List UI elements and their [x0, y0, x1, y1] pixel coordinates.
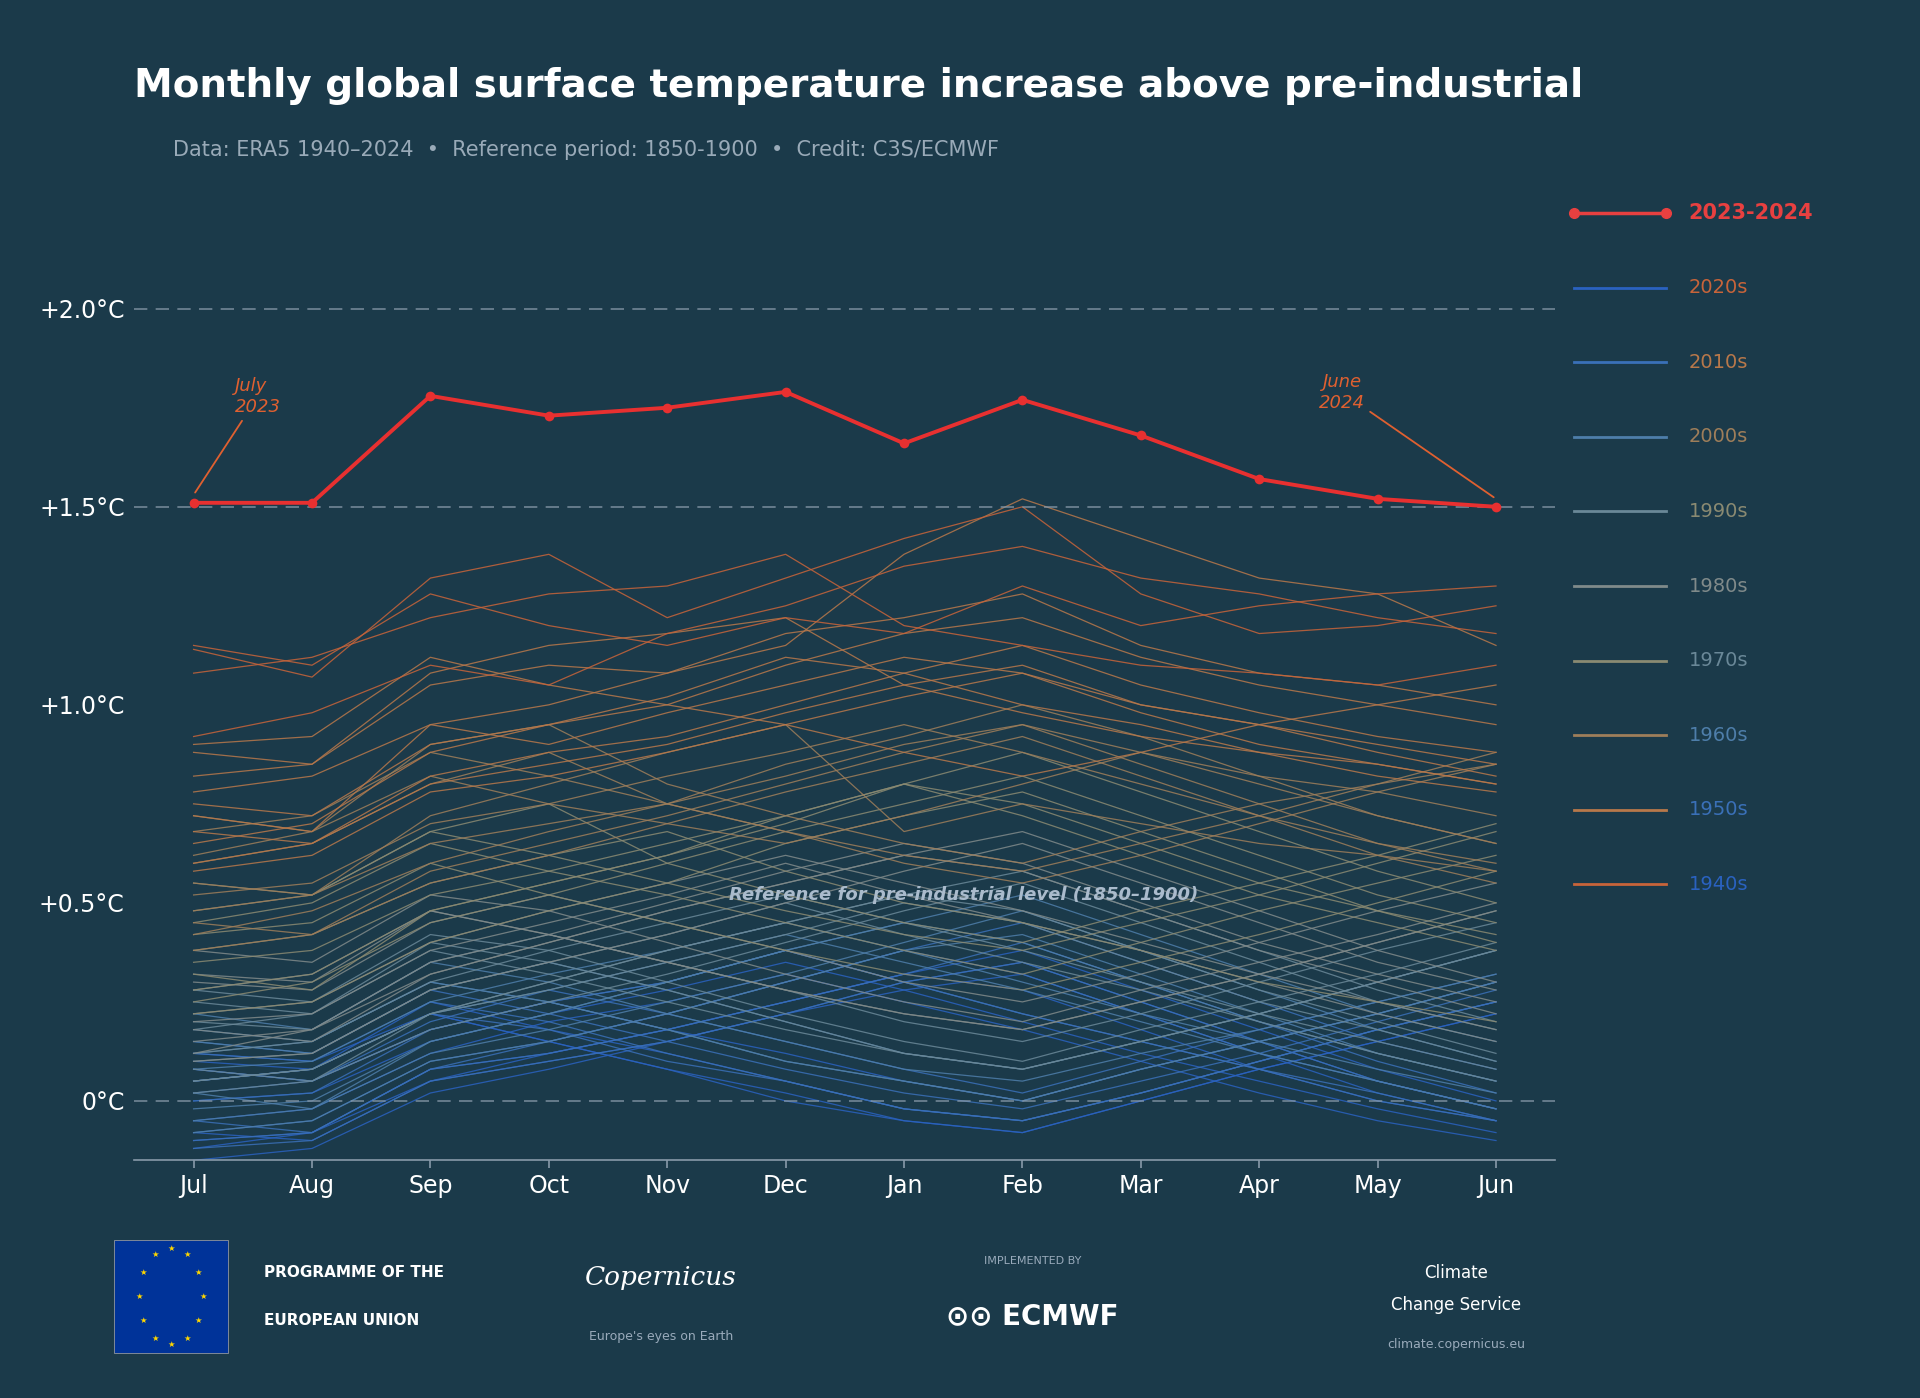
Text: ★: ★ — [167, 1341, 175, 1349]
Text: PROGRAMME OF THE: PROGRAMME OF THE — [263, 1265, 444, 1281]
Text: 2010s: 2010s — [1690, 352, 1747, 372]
Text: Change Service: Change Service — [1392, 1296, 1521, 1314]
Text: 1960s: 1960s — [1690, 726, 1747, 745]
Text: ★: ★ — [194, 1317, 202, 1325]
Text: 2020s: 2020s — [1690, 278, 1747, 298]
Text: ★: ★ — [182, 1334, 190, 1343]
Text: IMPLEMENTED BY: IMPLEMENTED BY — [983, 1257, 1081, 1267]
Text: 1950s: 1950s — [1690, 800, 1749, 819]
Text: 1940s: 1940s — [1690, 875, 1747, 893]
Text: July
2023: July 2023 — [196, 377, 280, 492]
Text: Monthly global surface temperature increase above pre-industrial: Monthly global surface temperature incre… — [134, 67, 1584, 105]
Text: 2000s: 2000s — [1690, 428, 1747, 446]
Text: 2023-2024: 2023-2024 — [1690, 203, 1812, 224]
Text: ★: ★ — [152, 1334, 159, 1343]
Text: 1970s: 1970s — [1690, 651, 1747, 670]
Text: ⊙⊙ ECMWF: ⊙⊙ ECMWF — [947, 1302, 1119, 1329]
Text: 1980s: 1980s — [1690, 576, 1747, 596]
Text: Data: ERA5 1940–2024  •  Reference period: 1850-1900  •  Credit: C3S/ECMWF: Data: ERA5 1940–2024 • Reference period:… — [173, 140, 998, 159]
Text: ★: ★ — [140, 1268, 148, 1276]
Text: Copernicus: Copernicus — [586, 1265, 737, 1290]
Text: 1990s: 1990s — [1690, 502, 1747, 521]
Text: Europe's eyes on Earth: Europe's eyes on Earth — [589, 1331, 733, 1343]
FancyBboxPatch shape — [113, 1240, 228, 1353]
Text: climate.copernicus.eu: climate.copernicus.eu — [1386, 1338, 1524, 1352]
Text: EUROPEAN UNION: EUROPEAN UNION — [263, 1313, 419, 1328]
Text: June
2024: June 2024 — [1319, 373, 1494, 498]
Text: ★: ★ — [200, 1292, 207, 1302]
Text: ★: ★ — [152, 1250, 159, 1260]
Text: ★: ★ — [140, 1317, 148, 1325]
Text: Climate: Climate — [1425, 1264, 1488, 1282]
Text: ★: ★ — [182, 1250, 190, 1260]
Text: ★: ★ — [167, 1244, 175, 1253]
Text: Reference for pre-industrial level (1850–1900): Reference for pre-industrial level (1850… — [728, 886, 1198, 905]
Text: ★: ★ — [136, 1292, 142, 1302]
Text: ★: ★ — [194, 1268, 202, 1276]
